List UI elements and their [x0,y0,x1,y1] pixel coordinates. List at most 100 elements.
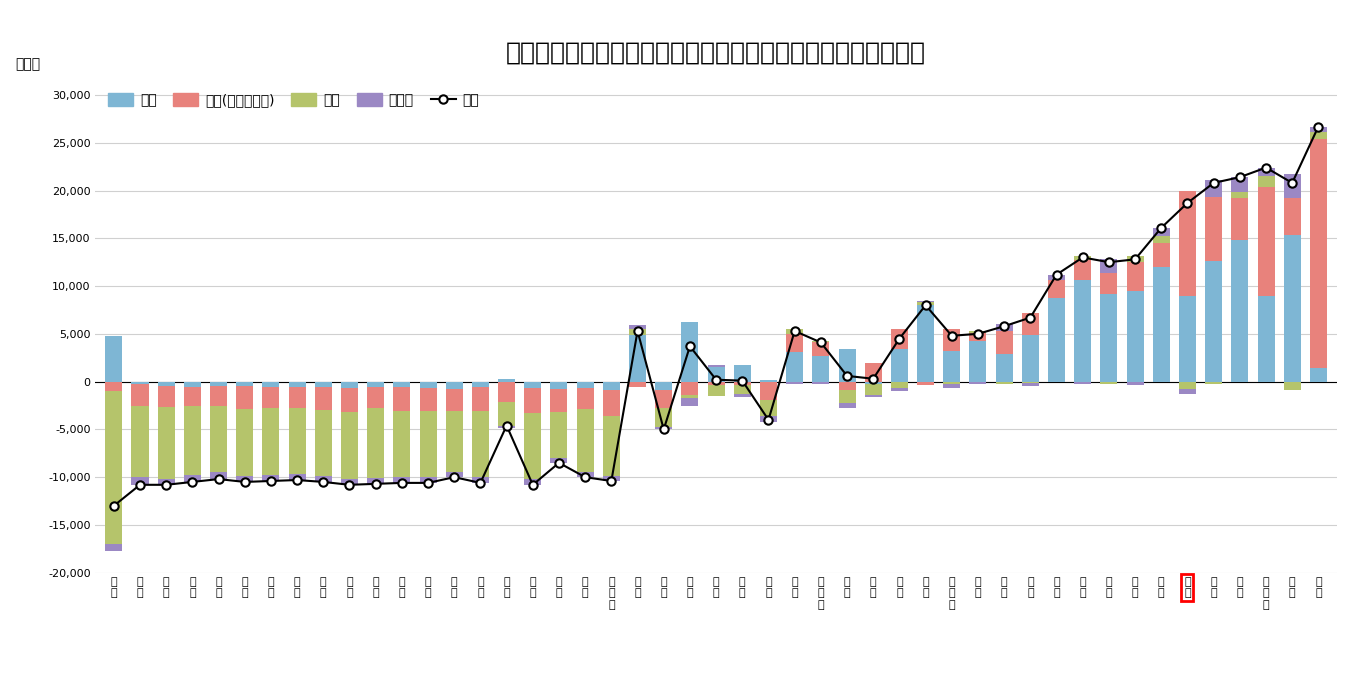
Bar [1284,198,1301,235]
Bar [131,382,149,384]
Bar [1232,240,1248,382]
合計 [682,342,698,351]
Bar [210,382,226,386]
Bar [341,388,357,412]
Bar [1258,168,1274,176]
Bar [1309,126,1327,132]
Bar [105,382,123,391]
Bar [367,382,385,387]
Bar [629,325,647,329]
Bar [682,398,698,406]
Text: （円）: （円） [15,57,40,71]
Bar [158,407,175,479]
Bar [734,366,750,382]
合計 [1180,199,1196,207]
Bar [917,302,934,305]
Bar [996,354,1012,382]
Bar [315,411,331,476]
Bar [524,388,542,413]
Bar [970,331,986,333]
合計 [1232,173,1248,181]
Bar [1284,235,1301,382]
Bar [1075,255,1091,260]
Bar [1075,260,1091,280]
Bar [1232,192,1248,198]
Bar [813,356,829,382]
Bar [551,458,567,463]
Bar [786,352,803,382]
Bar [1022,335,1039,382]
Text: （グラフ１）: （グラフ１） [14,15,64,30]
Bar [865,382,881,384]
Bar [760,380,777,382]
合計 [394,479,411,487]
合計 [420,479,436,487]
Bar [236,409,254,476]
合計 [210,475,226,483]
Bar [1178,389,1196,394]
Bar [1258,176,1274,187]
Bar [498,402,516,426]
合計 [1075,253,1091,262]
Bar [1206,197,1222,262]
Title: 平成３０年度　都道府県別１人当たり医療費の全国平均との差: 平成３０年度 都道府県別１人当たり医療費の全国平均との差 [506,40,926,64]
Bar [1153,243,1170,267]
合計 [656,425,672,433]
Bar [813,382,829,384]
合計 [577,473,593,482]
Bar [839,403,855,408]
合計 [603,477,619,485]
Bar [131,406,149,477]
Bar [210,473,226,479]
Bar [393,382,411,387]
Bar [655,391,672,408]
Bar [184,387,201,406]
Bar [996,331,1012,354]
Bar [210,386,226,406]
Bar [289,408,306,474]
Bar [472,387,488,411]
Bar [1101,294,1117,382]
Bar [786,382,803,384]
Bar [1309,132,1327,139]
合計 [184,477,201,486]
Bar [262,475,280,481]
Bar [996,324,1012,331]
Bar [524,413,542,479]
Bar [1101,259,1117,273]
Bar [105,336,123,382]
合計 [1127,255,1143,264]
Bar [184,475,201,482]
Bar [1258,187,1274,295]
Bar [1232,177,1248,192]
合計 [472,479,488,487]
Bar [734,382,750,386]
Bar [577,409,593,473]
Bar [1075,382,1091,384]
Bar [551,412,567,458]
Bar [184,382,201,387]
Bar [524,479,542,485]
Bar [786,334,803,352]
Bar [839,349,855,382]
Bar [367,478,385,484]
合計 [132,481,149,489]
Bar [944,351,960,382]
Bar [708,366,724,367]
Bar [315,382,331,387]
Bar [210,406,226,473]
Bar [367,408,385,478]
Bar [262,408,280,475]
合計 [446,473,462,482]
Bar [944,329,960,351]
Bar [420,411,436,477]
Bar [1258,295,1274,382]
Bar [786,329,803,334]
Bar [865,384,881,395]
Bar [1153,228,1170,237]
Bar [158,479,175,485]
Bar [367,387,385,408]
Bar [341,479,357,485]
合計 [734,377,750,385]
合計 [839,372,855,380]
